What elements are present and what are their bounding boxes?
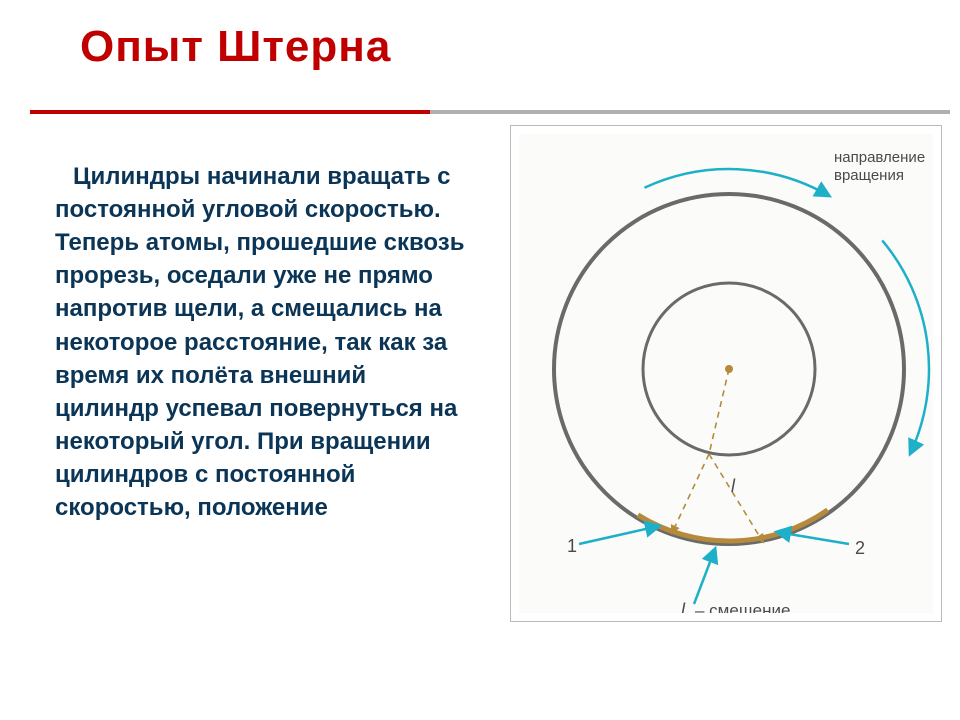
pointer-arrow-2 (777, 532, 849, 544)
label-1: 1 (567, 536, 577, 556)
body-paragraph: Цилиндры начинали вращать с постоянной у… (55, 160, 475, 524)
rotation-label-line1: направление (834, 149, 925, 166)
divider-red (30, 110, 430, 114)
diagram-frame: направление вращения 1 2 l l – смещение (510, 125, 942, 622)
diagram-canvas: направление вращения 1 2 l l – смещение (519, 134, 933, 613)
slide-title: Опыт Штерна (80, 22, 391, 72)
label-2: 2 (855, 538, 865, 558)
body-text-content: Цилиндры начинали вращать с постоянной у… (55, 163, 464, 521)
beam-slit-to-hit1 (672, 454, 709, 533)
rotation-label-line2: вращения (834, 167, 904, 184)
label-l-bottom: l (681, 600, 686, 613)
rotation-arc-2 (882, 240, 929, 453)
label-l-inside: l (731, 476, 736, 496)
rotation-arc-1 (644, 169, 829, 196)
pointer-arrow-1 (579, 526, 659, 544)
pointer-arrow-l (694, 549, 715, 604)
divider-grey (430, 110, 950, 114)
stern-diagram: направление вращения 1 2 l l – смещение (519, 134, 933, 613)
beam-slit-to-hit2 (709, 454, 763, 542)
label-displacement: – смещение (695, 601, 790, 613)
beam-center-to-slit (709, 369, 729, 454)
